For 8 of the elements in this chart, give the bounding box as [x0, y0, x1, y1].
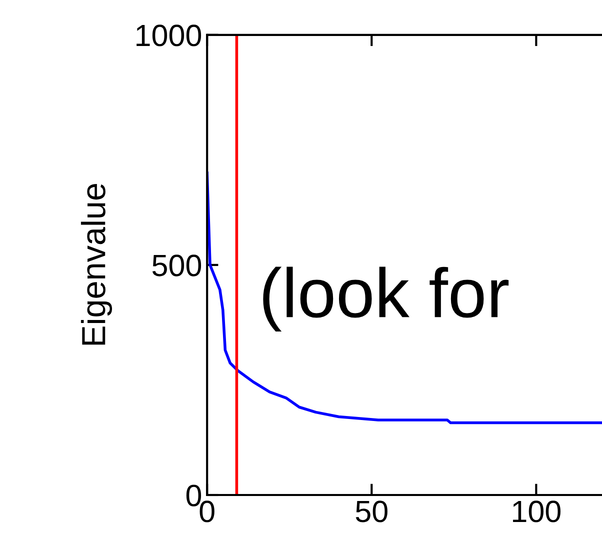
x-tick-label: 100 [513, 500, 560, 522]
y-axis-title: Eigenvalue [80, 184, 112, 345]
y-tick-label: 0 [186, 484, 202, 506]
annotation: (look for [263, 266, 509, 332]
x-tick-label: 50 [356, 500, 388, 522]
y-tick-label: 500 [152, 254, 202, 276]
y-tick-label: 1000 [136, 24, 202, 46]
line-series [207, 172, 602, 424]
